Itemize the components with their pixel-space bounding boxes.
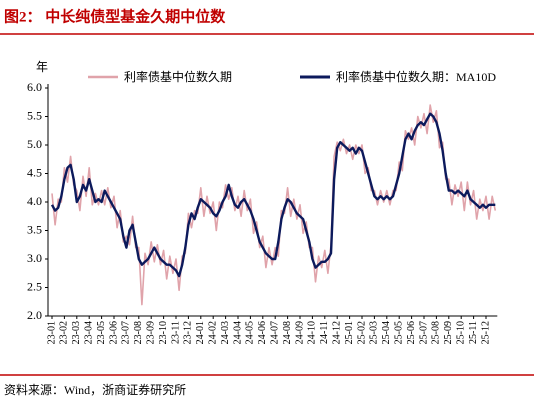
x-tick-label: 25-06 (406, 321, 417, 344)
x-tick-label: 25-03 (369, 321, 380, 344)
y-tick-label: 4.5 (27, 165, 42, 179)
y-unit: 年 (36, 60, 48, 74)
x-tick-label: 23-08 (133, 321, 144, 344)
x-tick-label: 25-11 (468, 321, 479, 344)
x-tick-label: 24-06 (257, 321, 268, 344)
x-tick-label: 24-11 (319, 321, 330, 344)
y-tick-label: 5.0 (27, 137, 42, 151)
x-tick-label: 24-02 (207, 321, 218, 344)
x-tick-label: 25-04 (381, 321, 392, 344)
legend-label: 利率债基中位数久期：MA10D (336, 69, 496, 84)
series-line (50, 112, 496, 278)
x-tick-label: 24-05 (245, 321, 256, 344)
x-tick-label: 25-10 (455, 321, 466, 344)
x-tick-label: 23-03 (71, 321, 82, 344)
y-tick-label: 4.0 (27, 194, 42, 208)
x-tick-label: 25-08 (431, 321, 442, 344)
y-tick-label: 5.5 (27, 108, 42, 122)
x-tick-label: 24-12 (331, 321, 342, 344)
x-tick-label: 25-01 (344, 321, 355, 344)
x-tick-label: 24-01 (195, 321, 206, 344)
x-tick-label: 23-02 (59, 321, 70, 344)
x-tick-label: 23-04 (83, 321, 94, 344)
x-tick-label: 23-01 (46, 321, 57, 344)
y-tick-label: 6.0 (27, 80, 42, 94)
x-tick-label: 25-02 (356, 321, 367, 344)
y-tick-label: 3.0 (27, 251, 42, 265)
x-tick-label: 25-12 (480, 321, 491, 344)
y-tick-label: 2.0 (27, 308, 42, 322)
x-tick-label: 25-07 (418, 321, 429, 344)
x-tick-label: 25-05 (393, 321, 404, 344)
x-tick-label: 25-09 (443, 321, 454, 344)
x-tick-label: 23-11 (170, 321, 181, 344)
y-tick-label: 3.5 (27, 222, 42, 236)
x-tick-label: 23-12 (183, 321, 194, 344)
x-tick-label: 23-10 (158, 321, 169, 344)
x-tick-label: 24-10 (307, 321, 318, 344)
source: 资料来源：Wind，浙商证券研究所 (4, 382, 186, 397)
series-line (51, 104, 497, 306)
x-tick-label: 23-06 (108, 321, 119, 344)
x-tick-label: 24-09 (294, 321, 305, 344)
y-tick-label: 2.5 (27, 279, 42, 293)
x-tick-label: 23-07 (121, 321, 132, 344)
x-tick-label: 24-08 (282, 321, 293, 344)
x-tick-label: 23-09 (145, 321, 156, 344)
x-tick-label: 23-05 (96, 321, 107, 344)
x-tick-label: 24-07 (269, 321, 280, 344)
legend-label: 利率债基中位数久期 (124, 69, 232, 84)
chart-title: 图2： 中长纯债型基金久期中位数 (4, 7, 226, 25)
x-tick-label: 24-03 (220, 321, 231, 344)
x-tick-label: 24-04 (232, 321, 243, 344)
